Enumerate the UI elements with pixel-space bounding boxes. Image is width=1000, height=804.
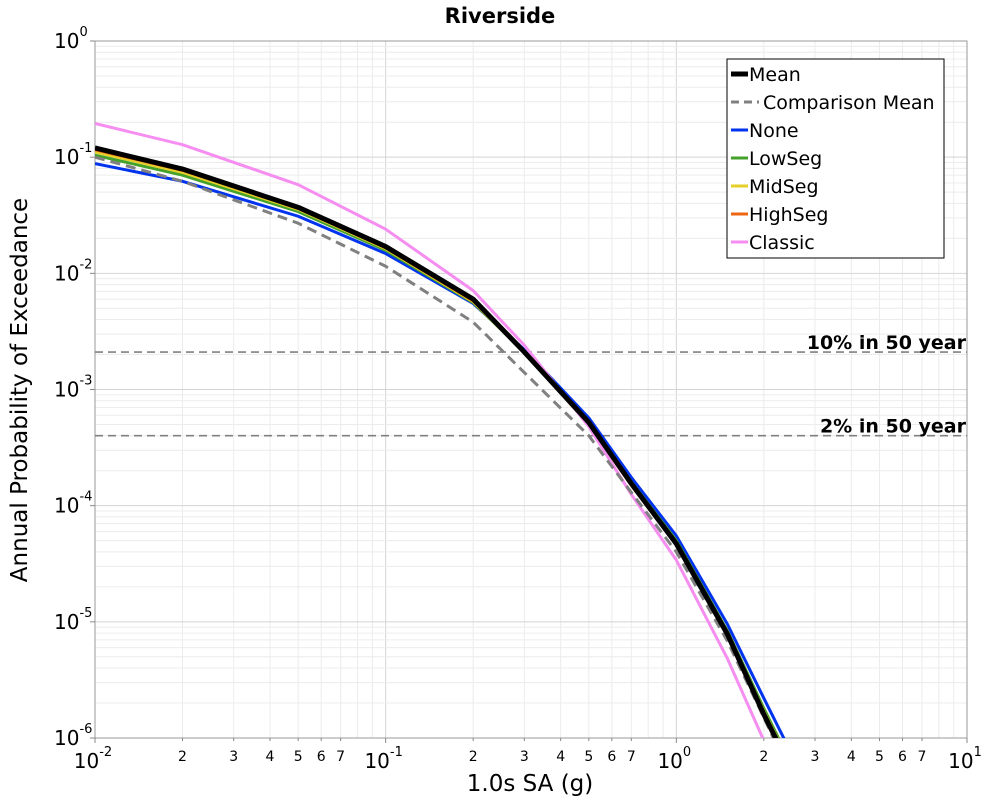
legend: Mean Comparison Mean None LowSeg MidSeg HighS… xyxy=(726,58,945,259)
x-minor-tick-label: 3 xyxy=(229,749,238,765)
y-tick-base: 10 xyxy=(54,145,79,169)
x-minor-tick-label: 2 xyxy=(469,749,478,765)
series-line-mean xyxy=(95,145,779,738)
y-tick-label: 10-1 xyxy=(54,141,92,169)
y-tick-label: 10-3 xyxy=(54,374,92,402)
x-tick-label: 10-2 xyxy=(74,745,112,773)
x-tick-base: 10 xyxy=(948,749,973,773)
y-tick-label: 100 xyxy=(54,25,88,53)
series-line-comparison-mean xyxy=(95,155,775,738)
y-axis-label: Annual Probability of Exceedance xyxy=(7,198,33,582)
x-minor-tick-label: 4 xyxy=(556,749,565,765)
reference-line-label: 10% in 50 year xyxy=(807,332,967,354)
x-tick-exponent: 1 xyxy=(974,745,982,760)
x-minor-tick-label: 6 xyxy=(317,749,326,765)
x-tick-exponent: -1 xyxy=(390,745,403,760)
x-minor-tick-label: 7 xyxy=(627,749,636,765)
data-series xyxy=(95,122,786,738)
x-minor-tick-label: 2 xyxy=(759,749,768,765)
legend-label-highseg: HighSeg xyxy=(749,204,828,226)
y-tick-base: 10 xyxy=(54,726,79,750)
x-tick-label: 101 xyxy=(948,745,982,773)
y-tick-exponent: -1 xyxy=(79,141,92,156)
x-tick-label: 100 xyxy=(657,745,691,773)
reference-lines: 10% in 50 year 2% in 50 year xyxy=(95,332,967,438)
y-tick-label: 10-4 xyxy=(54,490,92,518)
grid-lines xyxy=(95,41,967,738)
x-minor-tick-label: 5 xyxy=(875,749,884,765)
y-tick-exponent: -3 xyxy=(79,374,92,389)
legend-box xyxy=(726,58,945,259)
y-tick-base: 10 xyxy=(54,494,79,518)
x-minor-tick-label: 2 xyxy=(178,749,187,765)
x-tick-exponent: 0 xyxy=(683,745,691,760)
y-tick-exponent: -2 xyxy=(79,257,92,272)
y-tick-exponent: -5 xyxy=(79,606,92,621)
x-minor-tick-label: 3 xyxy=(811,749,820,765)
x-minor-tick-label: 4 xyxy=(266,749,275,765)
y-tick-label: 10-2 xyxy=(54,257,92,285)
series-line-none xyxy=(95,162,786,738)
y-tick-label: 10-5 xyxy=(54,606,92,634)
x-minor-tick-label: 7 xyxy=(336,749,345,765)
y-tick-exponent: 0 xyxy=(79,25,87,40)
y-tick-base: 10 xyxy=(54,378,79,402)
x-minor-tick-label: 6 xyxy=(607,749,616,765)
legend-label-comparison-mean: Comparison Mean xyxy=(763,92,935,114)
series-line-highseg xyxy=(95,148,777,738)
x-minor-tick-label: 3 xyxy=(520,749,529,765)
x-tick-base: 10 xyxy=(657,749,682,773)
y-tick-exponent: -4 xyxy=(79,490,92,505)
x-minor-tick-label: 6 xyxy=(898,749,907,765)
x-minor-tick-label: 5 xyxy=(294,749,303,765)
x-minor-tick-label: 7 xyxy=(918,749,927,765)
y-tick-base: 10 xyxy=(54,29,79,53)
y-tick-label: 10-6 xyxy=(54,722,92,750)
y-tick-base: 10 xyxy=(54,261,79,285)
x-minor-tick-label: 5 xyxy=(584,749,593,765)
x-tick-base: 10 xyxy=(364,749,389,773)
series-line-lowseg xyxy=(95,153,781,738)
legend-label-lowseg: LowSeg xyxy=(749,148,822,170)
x-axis-label: 1.0s SA (g) xyxy=(467,771,594,797)
y-tick-base: 10 xyxy=(54,610,79,634)
series-line-midseg xyxy=(95,150,779,738)
reference-line-label: 2% in 50 year xyxy=(820,416,967,438)
y-tick-exponent: -6 xyxy=(79,722,92,737)
chart-title: Riverside xyxy=(445,4,556,28)
legend-label-mean: Mean xyxy=(749,64,801,86)
x-minor-tick-label: 4 xyxy=(847,749,856,765)
x-tick-label: 10-1 xyxy=(364,745,402,773)
x-tick-base: 10 xyxy=(74,749,99,773)
x-tick-exponent: -2 xyxy=(99,745,112,760)
series-line-classic xyxy=(95,122,765,738)
legend-label-classic: Classic xyxy=(749,232,815,254)
legend-label-midseg: MidSeg xyxy=(749,176,819,198)
legend-label-none: None xyxy=(749,120,799,142)
